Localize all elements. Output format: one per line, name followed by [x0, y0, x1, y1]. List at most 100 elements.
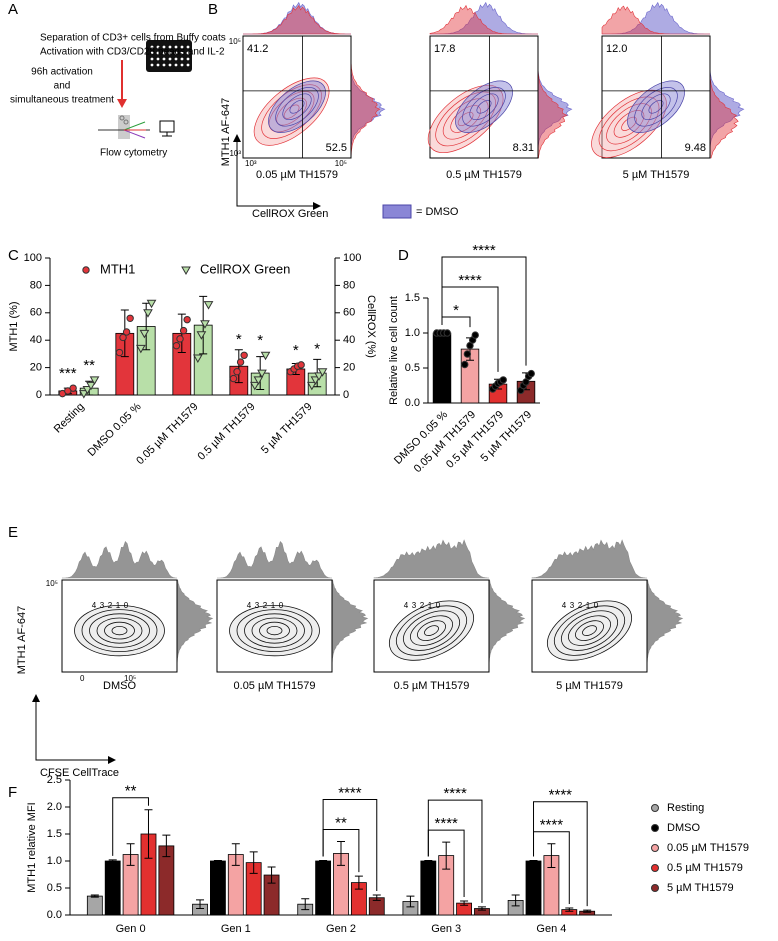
histogram: [62, 541, 178, 579]
data-point: [499, 376, 507, 384]
panel-letter: C: [8, 247, 19, 264]
data-point: [143, 309, 153, 318]
data-point: [236, 358, 245, 366]
contour: [89, 613, 150, 648]
significance: *: [314, 340, 320, 357]
comparison-bracket: [427, 799, 483, 903]
y-axis-label: MTH1 (%): [8, 301, 20, 351]
bar: [420, 860, 437, 916]
legend-label: 5 µM TH1579: [667, 882, 734, 894]
quadrant-value: 41.2: [247, 43, 268, 55]
tick-label: 10⁵: [124, 674, 136, 683]
comparison-bracket: [112, 797, 149, 856]
data-point: [240, 351, 248, 359]
bar: [210, 860, 226, 916]
data-point: [135, 344, 146, 354]
plot-label: 0.5 µM TH1579: [446, 169, 522, 181]
data-point: [297, 361, 305, 369]
contour: [251, 617, 298, 644]
error-bar: [213, 859, 222, 863]
histogram-dmso: [602, 1, 710, 35]
generation-label: 0: [594, 601, 599, 610]
data-point: [139, 329, 150, 339]
data-point: [200, 320, 210, 329]
plot-label: 5 µM TH1579: [623, 169, 690, 181]
error-bar: [144, 809, 153, 859]
significance: *: [293, 342, 299, 359]
contour: [395, 605, 468, 656]
axis-arrows: [35, 700, 110, 761]
data-point: [471, 331, 479, 339]
x-tick-label: Gen 4: [536, 923, 566, 935]
contour: [546, 600, 633, 661]
bar: [432, 332, 452, 404]
significance: *: [257, 332, 263, 349]
error-bar: [477, 906, 486, 911]
x-tick-label: Gen 2: [326, 923, 356, 935]
error-bar: [460, 900, 469, 906]
treatment-text: simultaneous treatment: [10, 95, 114, 106]
generation-label: 3: [412, 601, 417, 610]
error-bar: [301, 898, 310, 911]
step-text: Separation of CD3+ cells from Buffy coat…: [40, 33, 226, 44]
error-bar: [337, 841, 345, 866]
treatment-text: and: [54, 81, 71, 92]
panel-letter: A: [8, 1, 18, 18]
plot-frame: [429, 35, 539, 159]
contour-dmso: [648, 99, 664, 114]
legend-label: MTH1: [100, 261, 135, 276]
bar: [525, 860, 542, 916]
generation-label: 4: [562, 601, 567, 610]
generation-label: 2: [578, 601, 583, 610]
data-point: [306, 381, 317, 391]
quadrant-value: 9.48: [685, 142, 706, 154]
data-point: [527, 369, 535, 378]
data-point: [122, 328, 131, 336]
comparison-label: **: [335, 815, 347, 832]
y-tick-label: 100: [343, 252, 361, 264]
comparison-label: ****: [458, 272, 482, 289]
data-point: [176, 335, 184, 343]
plot-frame: [216, 579, 333, 673]
histogram-treated: [429, 4, 538, 35]
histogram-treated: [601, 5, 710, 35]
comparison-label: ****: [338, 785, 362, 802]
data-point: [443, 329, 451, 337]
error-bar: [424, 859, 433, 863]
x-tick-label: Gen 3: [431, 923, 461, 935]
contour: [104, 621, 135, 640]
contour: [74, 604, 165, 657]
y-tick-label: 100: [24, 252, 42, 264]
contour-dmso: [462, 87, 506, 127]
contour: [111, 625, 128, 636]
step-text: Activation with CD3/CD28 beads and IL-2: [40, 47, 225, 58]
y-tick-label: 80: [343, 279, 355, 291]
y2-axis-label: CellROX (%): [365, 295, 377, 358]
axis-label: MTH1 AF-647: [16, 606, 28, 674]
panel-letter: B: [208, 1, 218, 18]
contour: [81, 609, 158, 652]
data-point: [89, 376, 100, 385]
treatment-text: 96h activation: [31, 67, 93, 78]
y-tick-label: 0.0: [405, 397, 420, 409]
bar: [86, 895, 103, 916]
histogram: [217, 541, 333, 579]
y-tick-label: 0: [343, 389, 349, 401]
generation-label: 3: [570, 601, 575, 610]
error-bar: [196, 899, 205, 910]
contour: [553, 605, 626, 656]
tick-label: 10³: [245, 159, 257, 168]
error-bar: [319, 859, 328, 863]
quadrant-value: 12.0: [606, 43, 627, 55]
y-tick-label: 60: [343, 307, 355, 319]
data-point: [257, 369, 267, 379]
contour: [417, 620, 446, 641]
generation-label: 3: [100, 601, 105, 610]
generation-label: 1: [586, 601, 591, 610]
contour: [244, 613, 305, 648]
generation-label: 1: [116, 601, 121, 610]
error-bar: [90, 894, 99, 898]
data-point: [126, 314, 134, 322]
y-tick-label: 2.0: [47, 801, 62, 813]
